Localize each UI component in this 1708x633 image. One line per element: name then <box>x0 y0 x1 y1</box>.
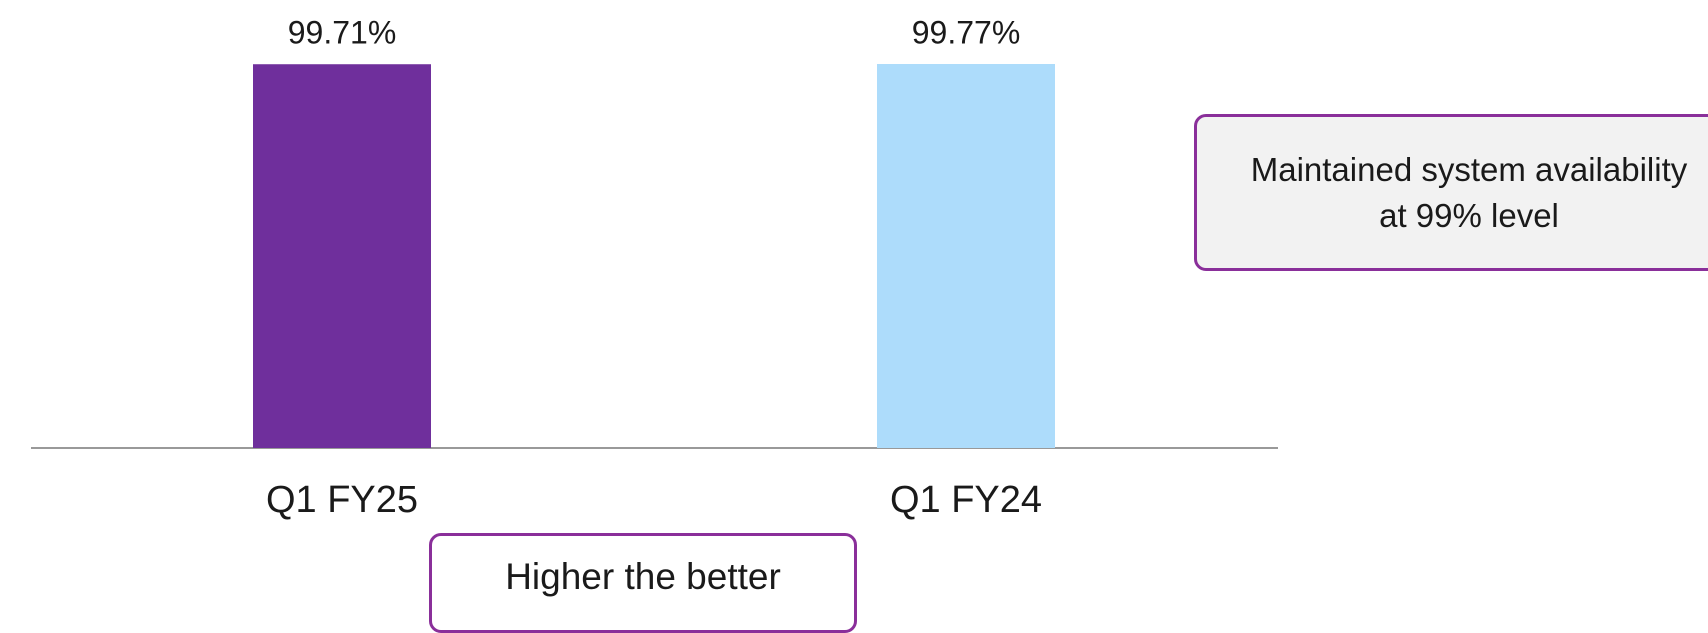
annotation: Maintained system availability at 99% le… <box>1250 150 1688 234</box>
value-label: 99.77% <box>912 14 1021 50</box>
bar <box>253 64 431 449</box>
page: 99.71% Q1 FY25 99.77% Q1 FY24 Maintained sy… <box>31 14 1708 633</box>
annotation-box: Maintained system availability at 99% le… <box>1194 114 1708 271</box>
chart: 99.71% Q1 FY25 99.77% Q1 FY24 <box>31 14 1278 521</box>
annotation: Higher the better <box>505 556 781 597</box>
annotation-box: Higher the better <box>429 533 857 633</box>
category-label: Q1 FY24 <box>890 479 1042 521</box>
category-label: Q1 FY25 <box>266 479 418 521</box>
value-label: 99.71% <box>288 15 397 51</box>
bar <box>877 64 1055 448</box>
